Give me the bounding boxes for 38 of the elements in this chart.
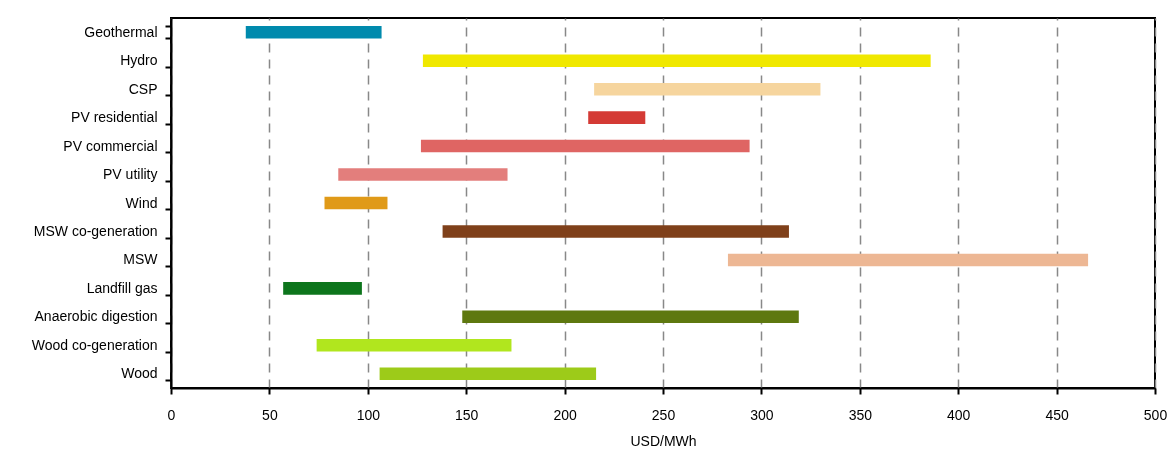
y-tick-label: PV commercial [63,137,158,154]
x-tick-label: 450 [1045,406,1069,423]
bar [422,54,931,67]
y-tick-label: CSP [128,80,158,97]
x-tick-label: 300 [750,406,774,423]
bar [594,82,821,96]
bar [324,196,388,210]
y-tick-label: PV residential [71,109,158,126]
bar [283,282,362,295]
bar [338,168,508,181]
y-tick-label: Wood [121,365,158,382]
bar [379,367,597,381]
x-axis-title: USD/MWh [630,432,697,449]
bar [442,225,789,238]
x-tick-label: 0 [167,406,176,423]
y-tick-label: Landfill gas [86,279,158,296]
y-tick-label: Hydro [120,52,158,69]
x-tick-label: 50 [262,406,278,423]
bar [727,253,1089,267]
x-tick-label: 200 [553,406,577,423]
x-tick-label: 400 [947,406,971,423]
bar [245,25,382,39]
bar [588,111,646,124]
bar [462,310,799,324]
bar [420,139,750,153]
x-tick-label: 100 [356,406,381,423]
y-tick-label: Wind [125,194,158,211]
y-tick-label: PV utility [103,166,158,183]
y-tick-label: MSW [123,251,159,268]
x-tick-label: 150 [455,406,479,423]
y-tick-label: Anaerobic digestion [34,308,158,325]
y-tick-label: MSW co-generation [33,222,158,239]
y-tick-label: Wood co-generation [31,336,158,353]
y-tick-label: Geothermal [84,23,158,40]
x-tick-label: 350 [848,406,873,423]
x-tick-label: 250 [651,406,676,423]
x-tick-label: 500 [1143,406,1168,423]
bar [316,339,512,352]
